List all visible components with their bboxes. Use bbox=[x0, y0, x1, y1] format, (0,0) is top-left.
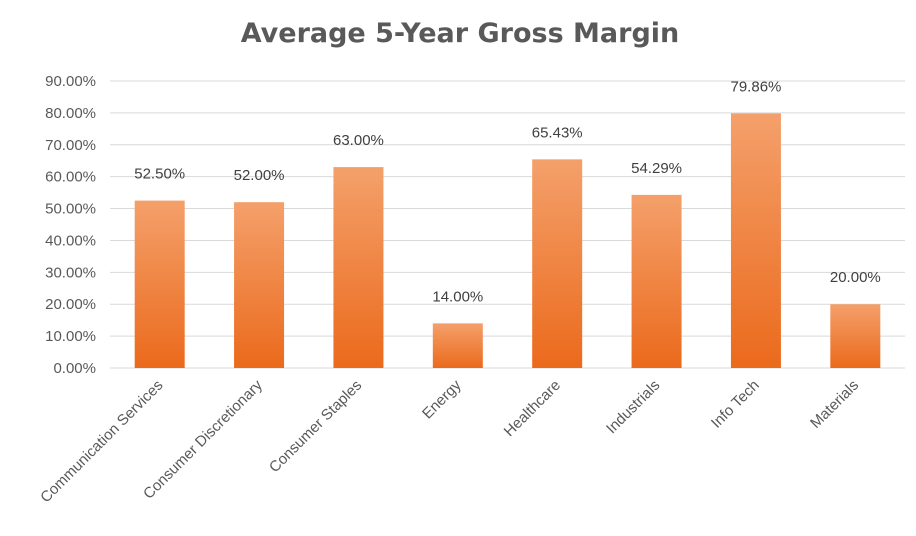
y-tick-label: 80.00% bbox=[45, 105, 96, 122]
y-tick-label: 10.00% bbox=[45, 328, 96, 345]
y-tick-label: 90.00% bbox=[45, 73, 96, 90]
bar bbox=[631, 194, 682, 368]
data-label: 20.00% bbox=[830, 269, 881, 286]
category-label: Consumer Staples bbox=[266, 377, 365, 476]
category-label: Industrials bbox=[603, 377, 663, 437]
bars bbox=[134, 113, 881, 369]
data-label: 54.29% bbox=[631, 160, 682, 177]
y-tick-label: 60.00% bbox=[45, 169, 96, 186]
data-label: 63.00% bbox=[333, 132, 384, 149]
chart-title: Average 5-Year Gross Margin bbox=[241, 18, 680, 49]
bar bbox=[333, 167, 384, 368]
category-label: Energy bbox=[419, 376, 465, 422]
y-tick-label: 20.00% bbox=[45, 296, 96, 313]
data-label: 65.43% bbox=[532, 124, 583, 141]
y-tick-label: 0.00% bbox=[53, 360, 96, 377]
data-label: 52.50% bbox=[134, 166, 185, 183]
gridlines bbox=[110, 80, 905, 369]
data-label: 14.00% bbox=[432, 288, 483, 305]
y-tick-label: 40.00% bbox=[45, 232, 96, 249]
bar bbox=[432, 323, 483, 368]
y-axis-tick-labels: 0.00% 10.00% 20.00% 30.00% 40.00% 50.00% 60.00… bbox=[45, 73, 96, 377]
category-label: Info Tech bbox=[708, 377, 763, 432]
data-label: 52.00% bbox=[234, 167, 285, 184]
data-labels: 52.50% 52.00% 63.00% 14.00% 65.43% 54.29% 79.8… bbox=[134, 78, 881, 305]
bar bbox=[532, 159, 583, 368]
y-tick-label: 70.00% bbox=[45, 137, 96, 154]
y-tick-label: 50.00% bbox=[45, 201, 96, 218]
data-label: 79.86% bbox=[731, 78, 782, 95]
category-label: Healthcare bbox=[501, 377, 564, 440]
bar bbox=[830, 304, 881, 368]
bar bbox=[234, 202, 285, 368]
bar bbox=[134, 200, 185, 368]
category-label: Materials bbox=[807, 377, 862, 432]
y-tick-label: 30.00% bbox=[45, 264, 96, 281]
bar bbox=[730, 113, 781, 369]
